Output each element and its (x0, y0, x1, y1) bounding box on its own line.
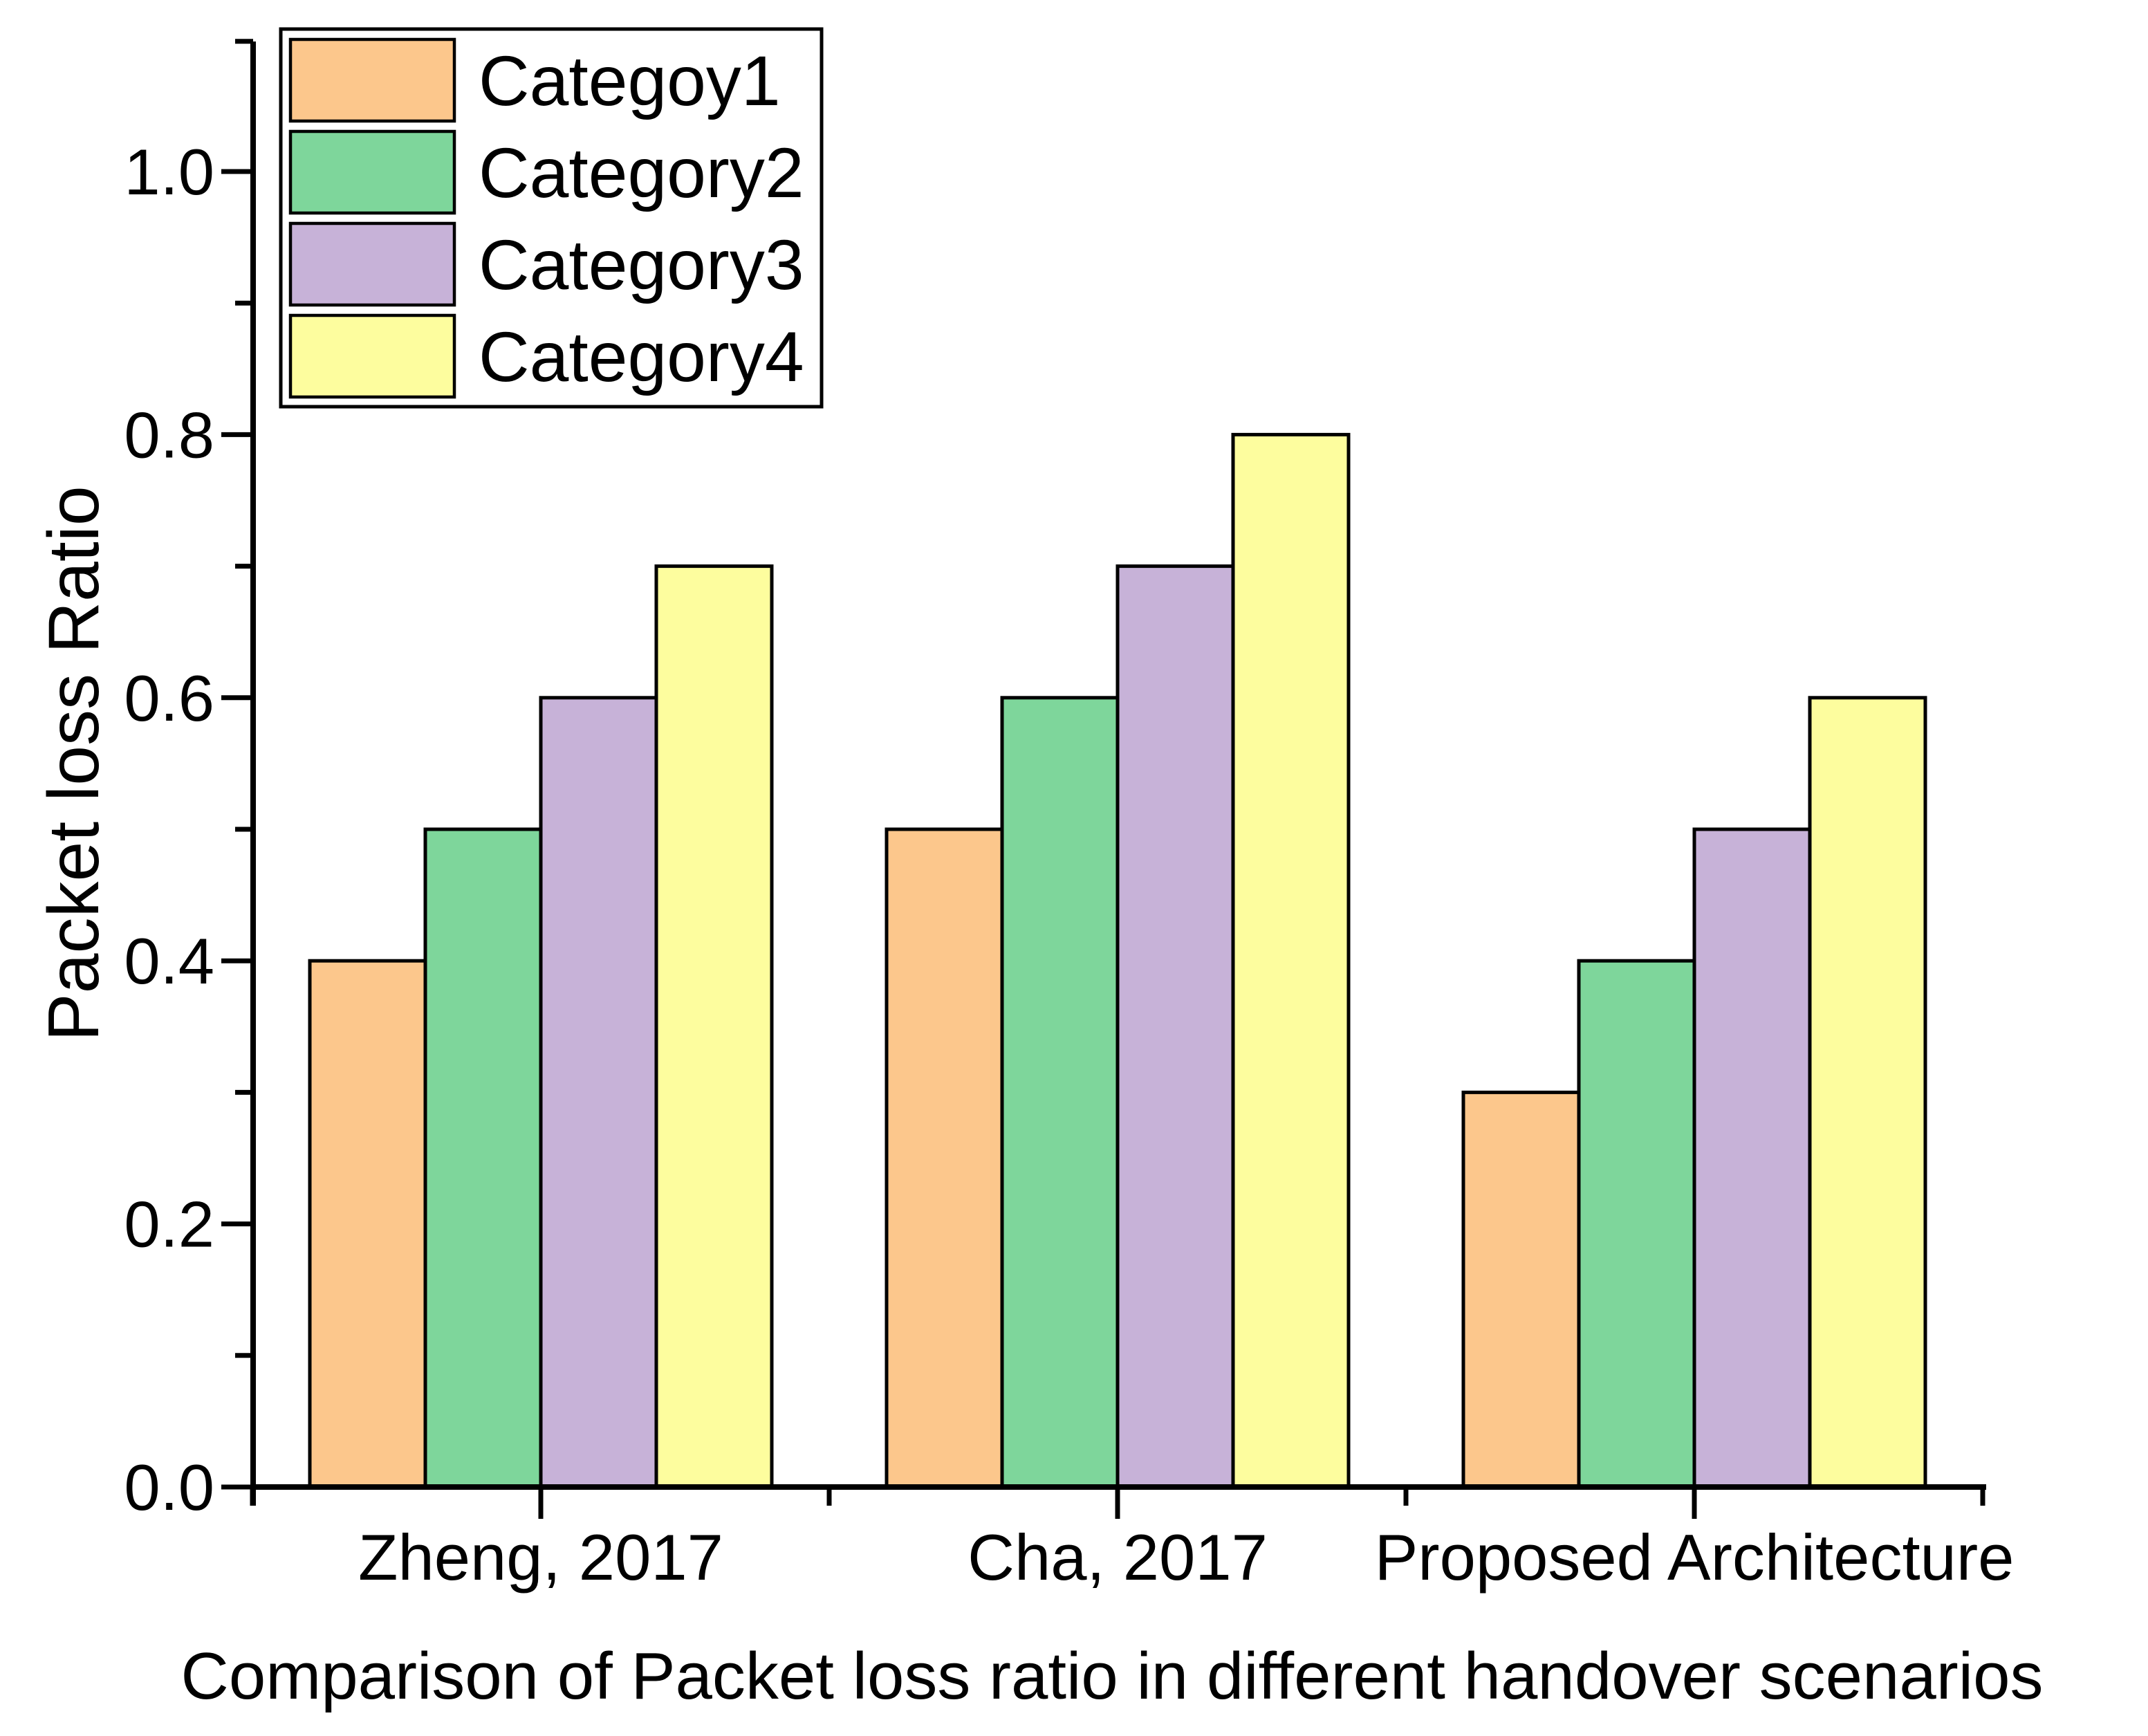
bar-categoy1-group2 (885, 827, 1004, 1489)
y-tick-label: 0.6 (124, 662, 214, 735)
legend-label: Category2 (479, 133, 804, 212)
legend-label: Categoy1 (479, 41, 781, 120)
y-tick-label: 0.2 (124, 1188, 214, 1261)
x-tick-label: Zheng, 2017 (358, 1521, 723, 1594)
bar-category3-group2 (1115, 564, 1235, 1489)
y-tick-label: 1.0 (124, 136, 214, 208)
bar-category4-group3 (1808, 696, 1927, 1489)
x-tick-label: Cha, 2017 (967, 1521, 1268, 1594)
legend-label: Category3 (479, 225, 804, 304)
legend-swatch-category2 (288, 129, 456, 215)
x-tick-labels: Zheng, 2017 Cha, 2017 Proposed Architectur… (358, 1521, 2014, 1594)
y-axis-title: Packet loss Ratio (34, 486, 114, 1041)
y-tick-label: 0.4 (124, 925, 214, 997)
legend-label: Category4 (479, 317, 804, 396)
bars-group (308, 432, 1927, 1489)
y-tick-label: 0.0 (124, 1451, 214, 1524)
y-tick-label: 0.8 (124, 398, 214, 471)
bar-category4-group2 (1231, 432, 1351, 1489)
bar-category3-group1 (539, 696, 658, 1489)
bar-category3-group3 (1692, 827, 1812, 1489)
bar-category2-group3 (1577, 959, 1696, 1489)
x-tick-label: Proposed Architecture (1375, 1521, 2015, 1594)
bar-category2-group2 (1000, 696, 1120, 1489)
legend-swatch-categoy1 (288, 37, 456, 123)
bar-category2-group1 (423, 827, 543, 1489)
legend-swatch-category4 (288, 313, 456, 399)
chart-caption: Comparison of Packet loss ratio in diffe… (181, 1639, 2044, 1713)
bar-category4-group1 (654, 564, 774, 1489)
y-tick-labels: 0.0 0.2 0.4 0.6 0.8 1.0 (124, 136, 214, 1524)
bar-categoy1-group1 (308, 959, 427, 1489)
ticks-group (221, 39, 1985, 1519)
legend-swatch-category3 (288, 221, 456, 307)
legend: Categoy1 Category2 Category3 Category4 (279, 27, 824, 409)
bar-categoy1-group3 (1461, 1090, 1581, 1489)
